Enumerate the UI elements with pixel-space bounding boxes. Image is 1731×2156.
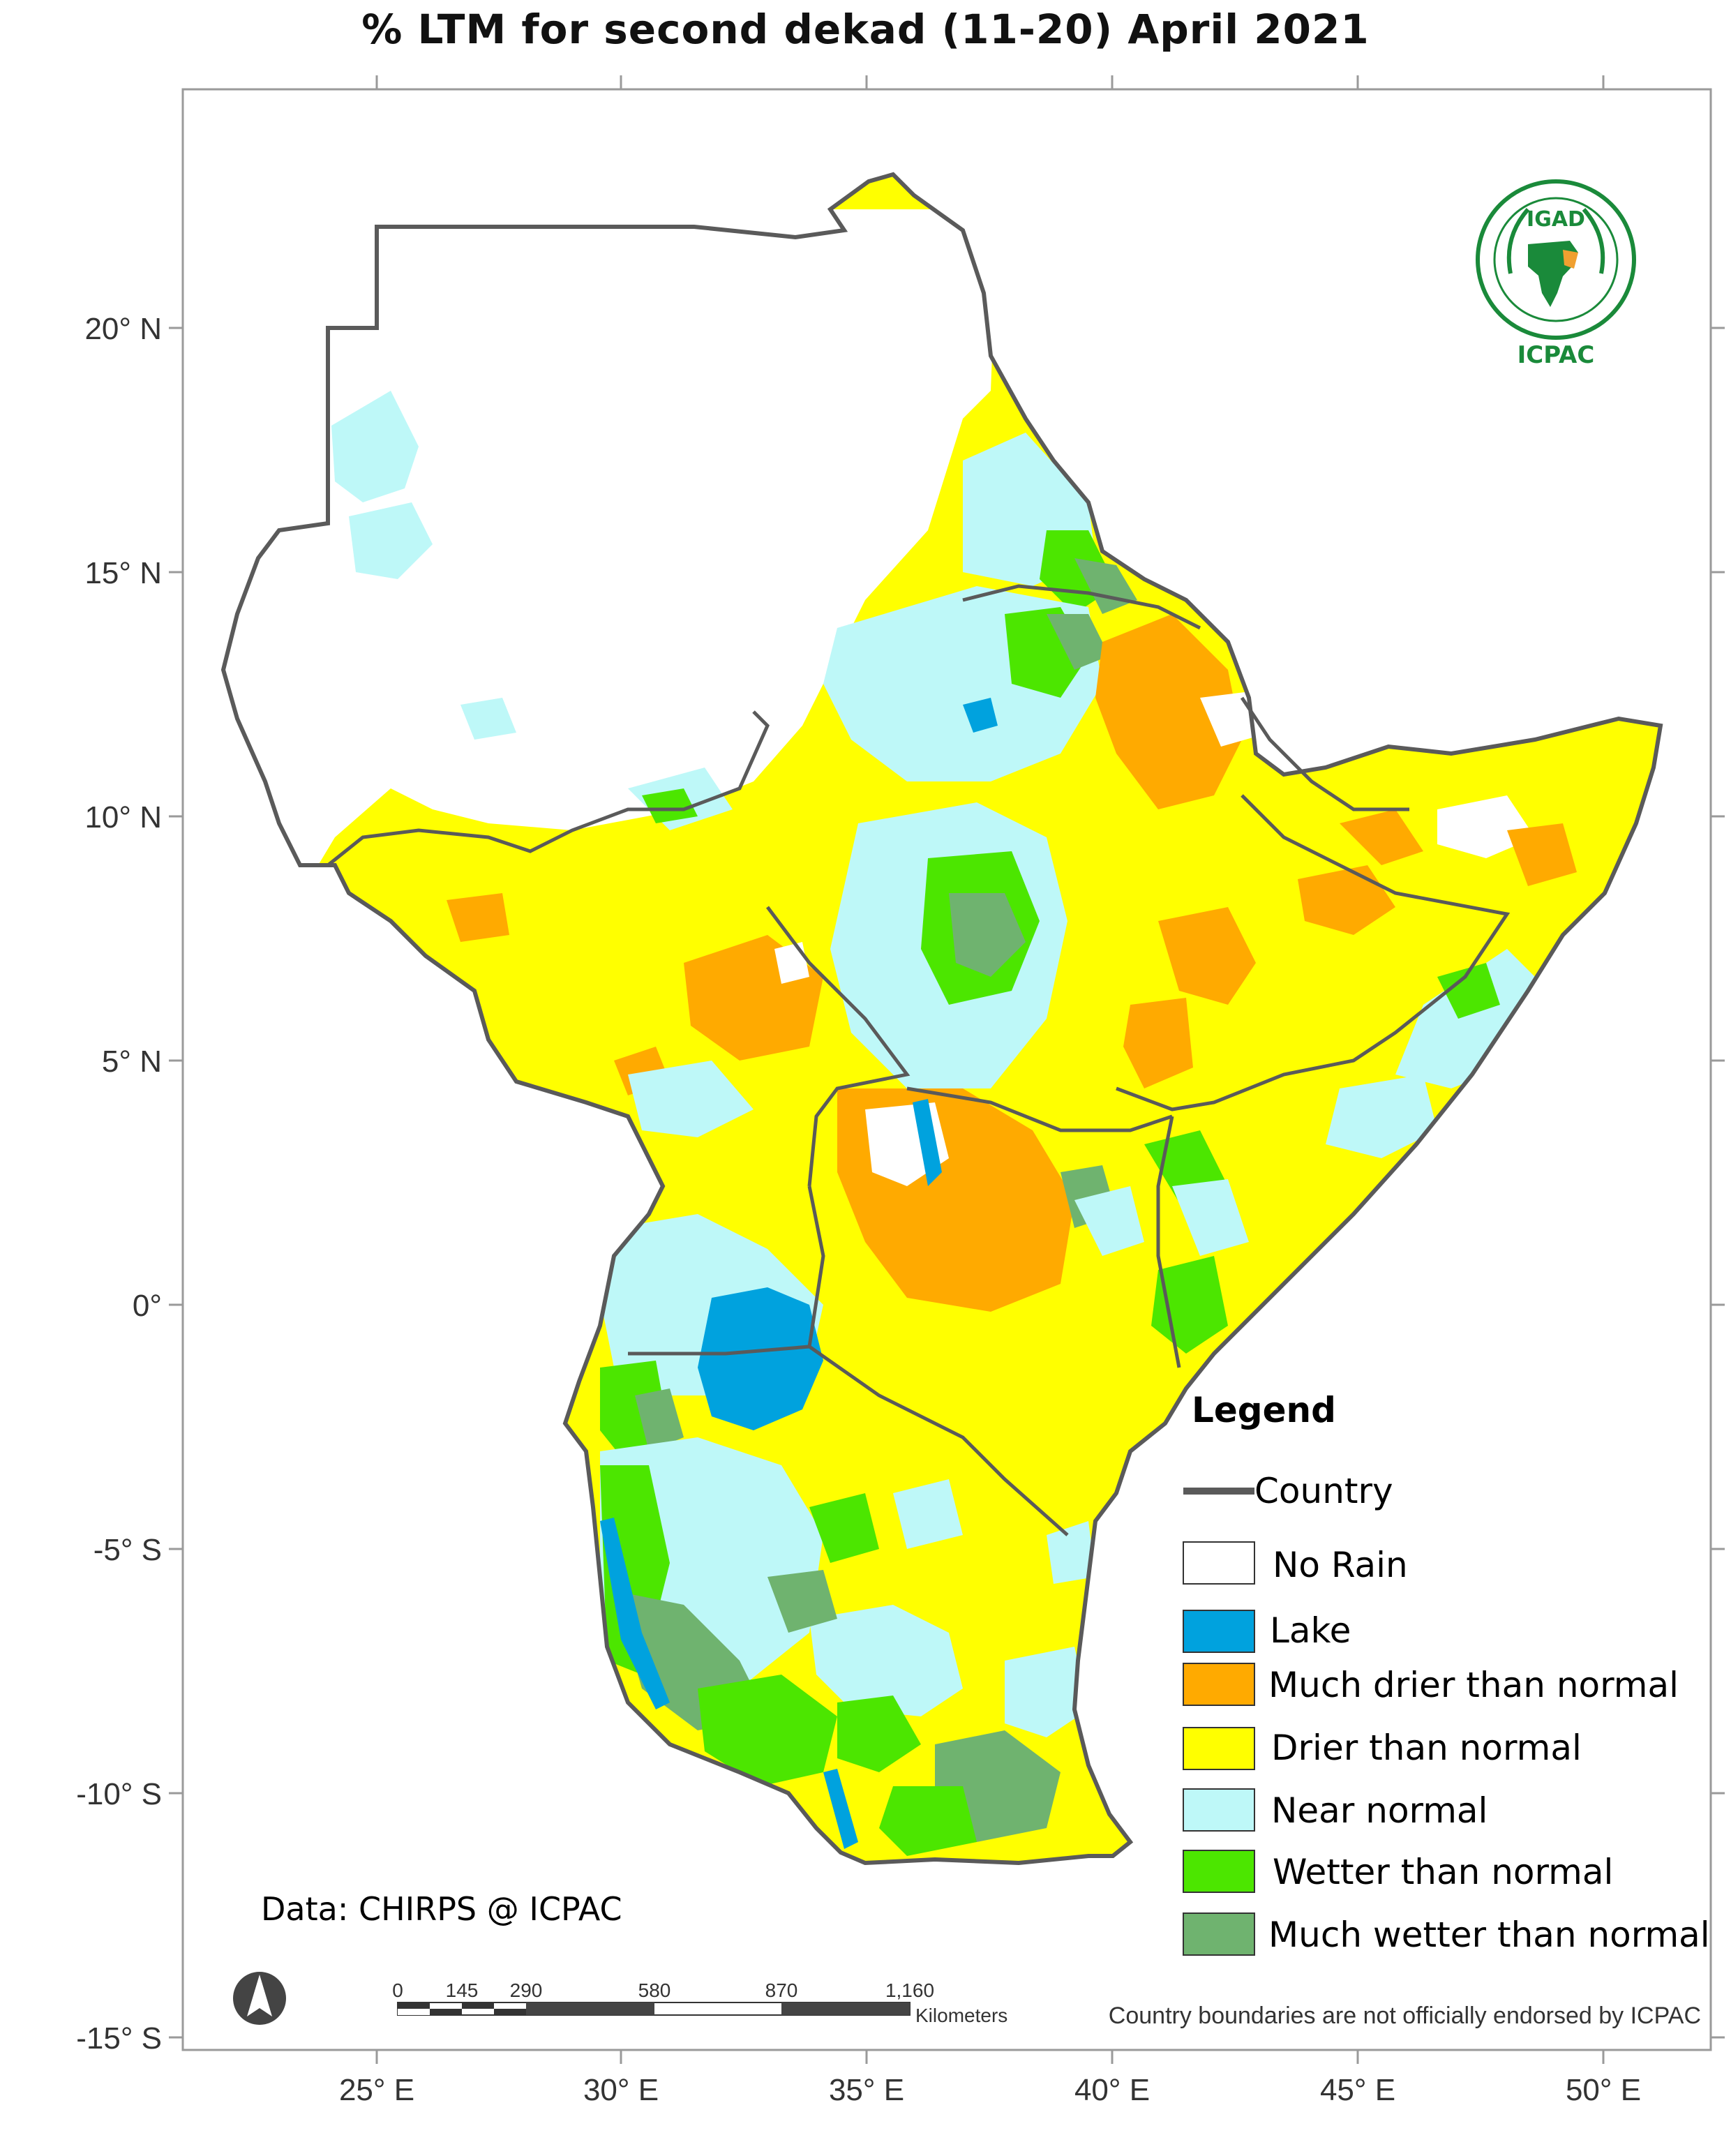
y-axis-labels: 20° N 15° N 10° N 5° N 0° -5° S -10° S -…	[76, 312, 162, 2056]
no-rain-zone	[223, 209, 998, 907]
legend-item-label: Wetter than normal	[1273, 1852, 1613, 1892]
scale-unit: Kilometers	[915, 2005, 1007, 2026]
x-axis-ticks	[375, 75, 1605, 2064]
legend-swatch	[1183, 1541, 1255, 1585]
legend-swatch	[1183, 1610, 1255, 1653]
y-tick-label: 5° N	[102, 1045, 162, 1079]
y-tick-label: -5° S	[93, 1533, 162, 1567]
y-tick-label: 20° N	[84, 312, 162, 346]
y-axis-ticks	[169, 327, 1725, 2039]
scale-bar: 0 145 290 580 870 1,160 Kilometers	[392, 1979, 1007, 2026]
legend-swatch	[1183, 1850, 1255, 1893]
scale-label: 290	[510, 1979, 543, 2001]
x-axis-labels: 25° E 30° E 35° E 40° E 45° E 50° E	[339, 2073, 1641, 2107]
legend-item-no-rain: No Rain	[1183, 1541, 1408, 1585]
legend-item-label: Much drier than normal	[1268, 1665, 1679, 1705]
y-tick-label: 0°	[133, 1289, 162, 1323]
x-tick-label: 40° E	[1074, 2073, 1150, 2107]
north-arrow-icon	[233, 1972, 286, 2025]
logo-top-text: IGAD	[1527, 207, 1585, 232]
x-tick-label: 25° E	[339, 2073, 414, 2107]
legend-title: Legend	[1192, 1390, 1336, 1430]
x-tick-label: 50° E	[1566, 2073, 1641, 2107]
scale-label: 145	[446, 1979, 479, 2001]
legend-item-label: No Rain	[1273, 1545, 1408, 1585]
x-tick-label: 30° E	[583, 2073, 659, 2107]
legend-item-drier: Drier than normal	[1183, 1727, 1582, 1770]
legend-country-label: Country	[1254, 1471, 1393, 1511]
legend-swatch	[1183, 1788, 1255, 1832]
icpac-logo: IGAD ICPAC	[1476, 179, 1636, 369]
logo-bottom-text: ICPAC	[1518, 341, 1595, 369]
disclaimer: Country boundaries are not officially en…	[1109, 2002, 1701, 2029]
legend-item-lake: Lake	[1183, 1610, 1351, 1653]
map-title: % LTM for second dekad (11-20) April 202…	[361, 6, 1370, 53]
legend-item-label: Much wetter than normal	[1268, 1915, 1710, 1955]
x-tick-label: 35° E	[829, 2073, 904, 2107]
legend-item-label: Near normal	[1271, 1790, 1488, 1831]
legend-swatch	[1183, 1912, 1255, 1956]
data-credit: Data: CHIRPS @ ICPAC	[261, 1890, 622, 1928]
scale-label: 0	[392, 1979, 403, 2001]
plot-frame	[181, 88, 1712, 2051]
legend: Legend Country No Rain Lake Much drier t…	[1183, 1390, 1710, 1956]
legend-swatch	[1183, 1663, 1255, 1706]
y-tick-label: 10° N	[84, 800, 162, 834]
scale-label: 1,160	[885, 1979, 934, 2001]
legend-item-much-wetter: Much wetter than normal	[1183, 1912, 1710, 1956]
y-tick-label: -15° S	[76, 2021, 162, 2056]
y-tick-label: -10° S	[76, 1777, 162, 1811]
legend-item-label: Drier than normal	[1271, 1728, 1582, 1768]
x-tick-label: 45° E	[1320, 2073, 1395, 2107]
country-boundaries	[327, 584, 1511, 1536]
legend-swatch	[1183, 1727, 1255, 1770]
legend-item-much-drier: Much drier than normal	[1183, 1663, 1679, 1706]
legend-item-wetter: Wetter than normal	[1183, 1850, 1613, 1893]
legend-item-near-normal: Near normal	[1183, 1788, 1488, 1832]
legend-item-label: Lake	[1270, 1610, 1351, 1651]
scale-label: 580	[638, 1979, 671, 2001]
y-tick-label: 15° N	[84, 556, 162, 590]
lake-victoria	[698, 1287, 823, 1430]
scale-label: 870	[765, 1979, 798, 2001]
